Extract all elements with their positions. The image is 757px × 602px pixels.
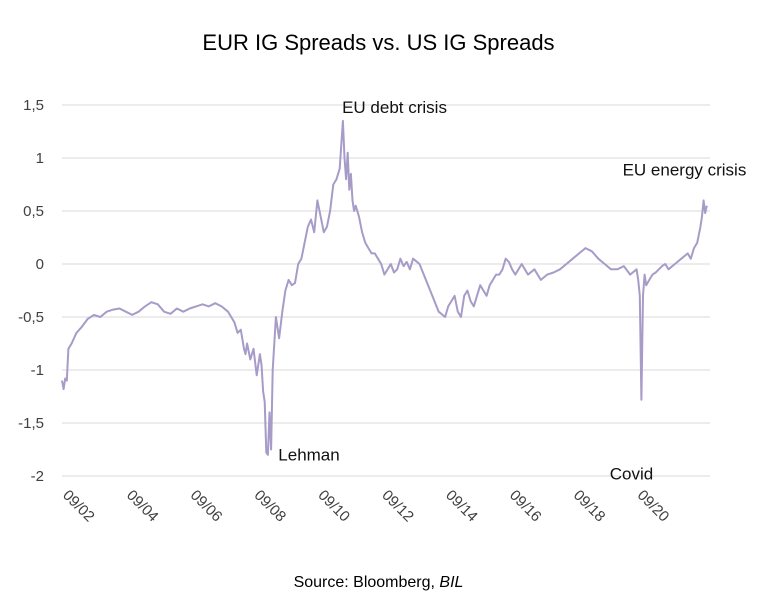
y-tick-label: -2: [31, 468, 44, 485]
x-tick-label: 09/16: [506, 487, 545, 526]
annotation-label: Lehman: [278, 446, 339, 465]
x-tick-label: 09/10: [315, 487, 354, 526]
y-axis-ticks: 1,5 1 0,5 0 -0,5 -1 -1,5 -2: [18, 97, 44, 485]
x-tick-label: 09/18: [570, 487, 609, 526]
series-layer: [61, 119, 708, 456]
annotation-label: EU energy crisis: [623, 161, 747, 180]
source-note: Source: Bloomberg, BIL: [0, 574, 757, 592]
x-tick-label: 09/06: [187, 487, 226, 526]
annotation-label: Covid: [610, 465, 653, 484]
chart-title: EUR IG Spreads vs. US IG Spreads: [202, 30, 555, 55]
y-tick-label: 1: [36, 150, 44, 167]
y-tick-label: -1,5: [18, 415, 44, 432]
x-tick-label: 09/20: [634, 487, 673, 526]
y-tick-label: 0: [36, 256, 44, 273]
x-tick-label: 09/12: [378, 487, 417, 526]
x-tick-label: 09/02: [59, 487, 98, 526]
gridlines: [62, 104, 710, 477]
series-line: [61, 119, 708, 456]
y-tick-label: 1,5: [23, 97, 44, 114]
y-tick-label: 0,5: [23, 203, 44, 220]
x-tick-label: 09/08: [251, 487, 290, 526]
x-axis-ticks: 09/02 09/04 09/06 09/08 09/10 09/12 09/14 09/16…: [59, 487, 672, 526]
y-tick-label: -0,5: [18, 309, 44, 326]
annotation-label: EU debt crisis: [342, 98, 447, 117]
source-prefix: Source: Bloomberg,: [293, 574, 440, 591]
annotations: EU debt crisis EU energy crisis Lehman Covi…: [278, 98, 746, 484]
x-tick-label: 09/14: [442, 487, 481, 526]
source-emphasis: BIL: [439, 574, 464, 591]
y-tick-label: -1: [31, 362, 44, 379]
x-tick-label: 09/04: [123, 487, 162, 526]
